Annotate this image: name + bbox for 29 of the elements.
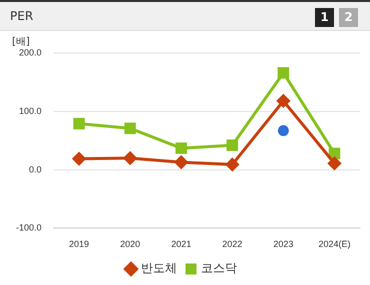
- point: [124, 152, 137, 165]
- x-tick-label: 2022: [222, 239, 242, 250]
- point: [124, 122, 136, 134]
- x-tick-label: 2023: [273, 239, 294, 250]
- y-tick-label: 100.0: [18, 106, 42, 116]
- y-tick-label: 200.0: [18, 47, 42, 58]
- point: [226, 140, 238, 152]
- point: [328, 156, 341, 170]
- legend-label: 반도체: [141, 261, 177, 276]
- legend-label: 코스닥: [201, 261, 237, 276]
- point: [174, 156, 188, 169]
- x-tick-label: 2020: [120, 239, 140, 250]
- y-axis-title: [배]: [12, 36, 30, 48]
- point: [276, 94, 290, 108]
- point: [72, 152, 86, 166]
- point: [328, 148, 340, 160]
- text: 2: [339, 8, 358, 27]
- x-tick-label: 2021: [171, 239, 192, 250]
- point: [73, 118, 85, 130]
- x-tick-label: 2024(E): [318, 239, 350, 250]
- point: [278, 67, 290, 79]
- point: [175, 142, 187, 154]
- point: [226, 158, 239, 172]
- chart-title: PER: [10, 9, 34, 23]
- y-tick-label: 0.0: [29, 164, 42, 174]
- y-tick-label: -100.0: [16, 222, 42, 233]
- point: [278, 125, 289, 136]
- x-tick-label: 2019: [69, 239, 90, 250]
- text: 1: [315, 8, 334, 27]
